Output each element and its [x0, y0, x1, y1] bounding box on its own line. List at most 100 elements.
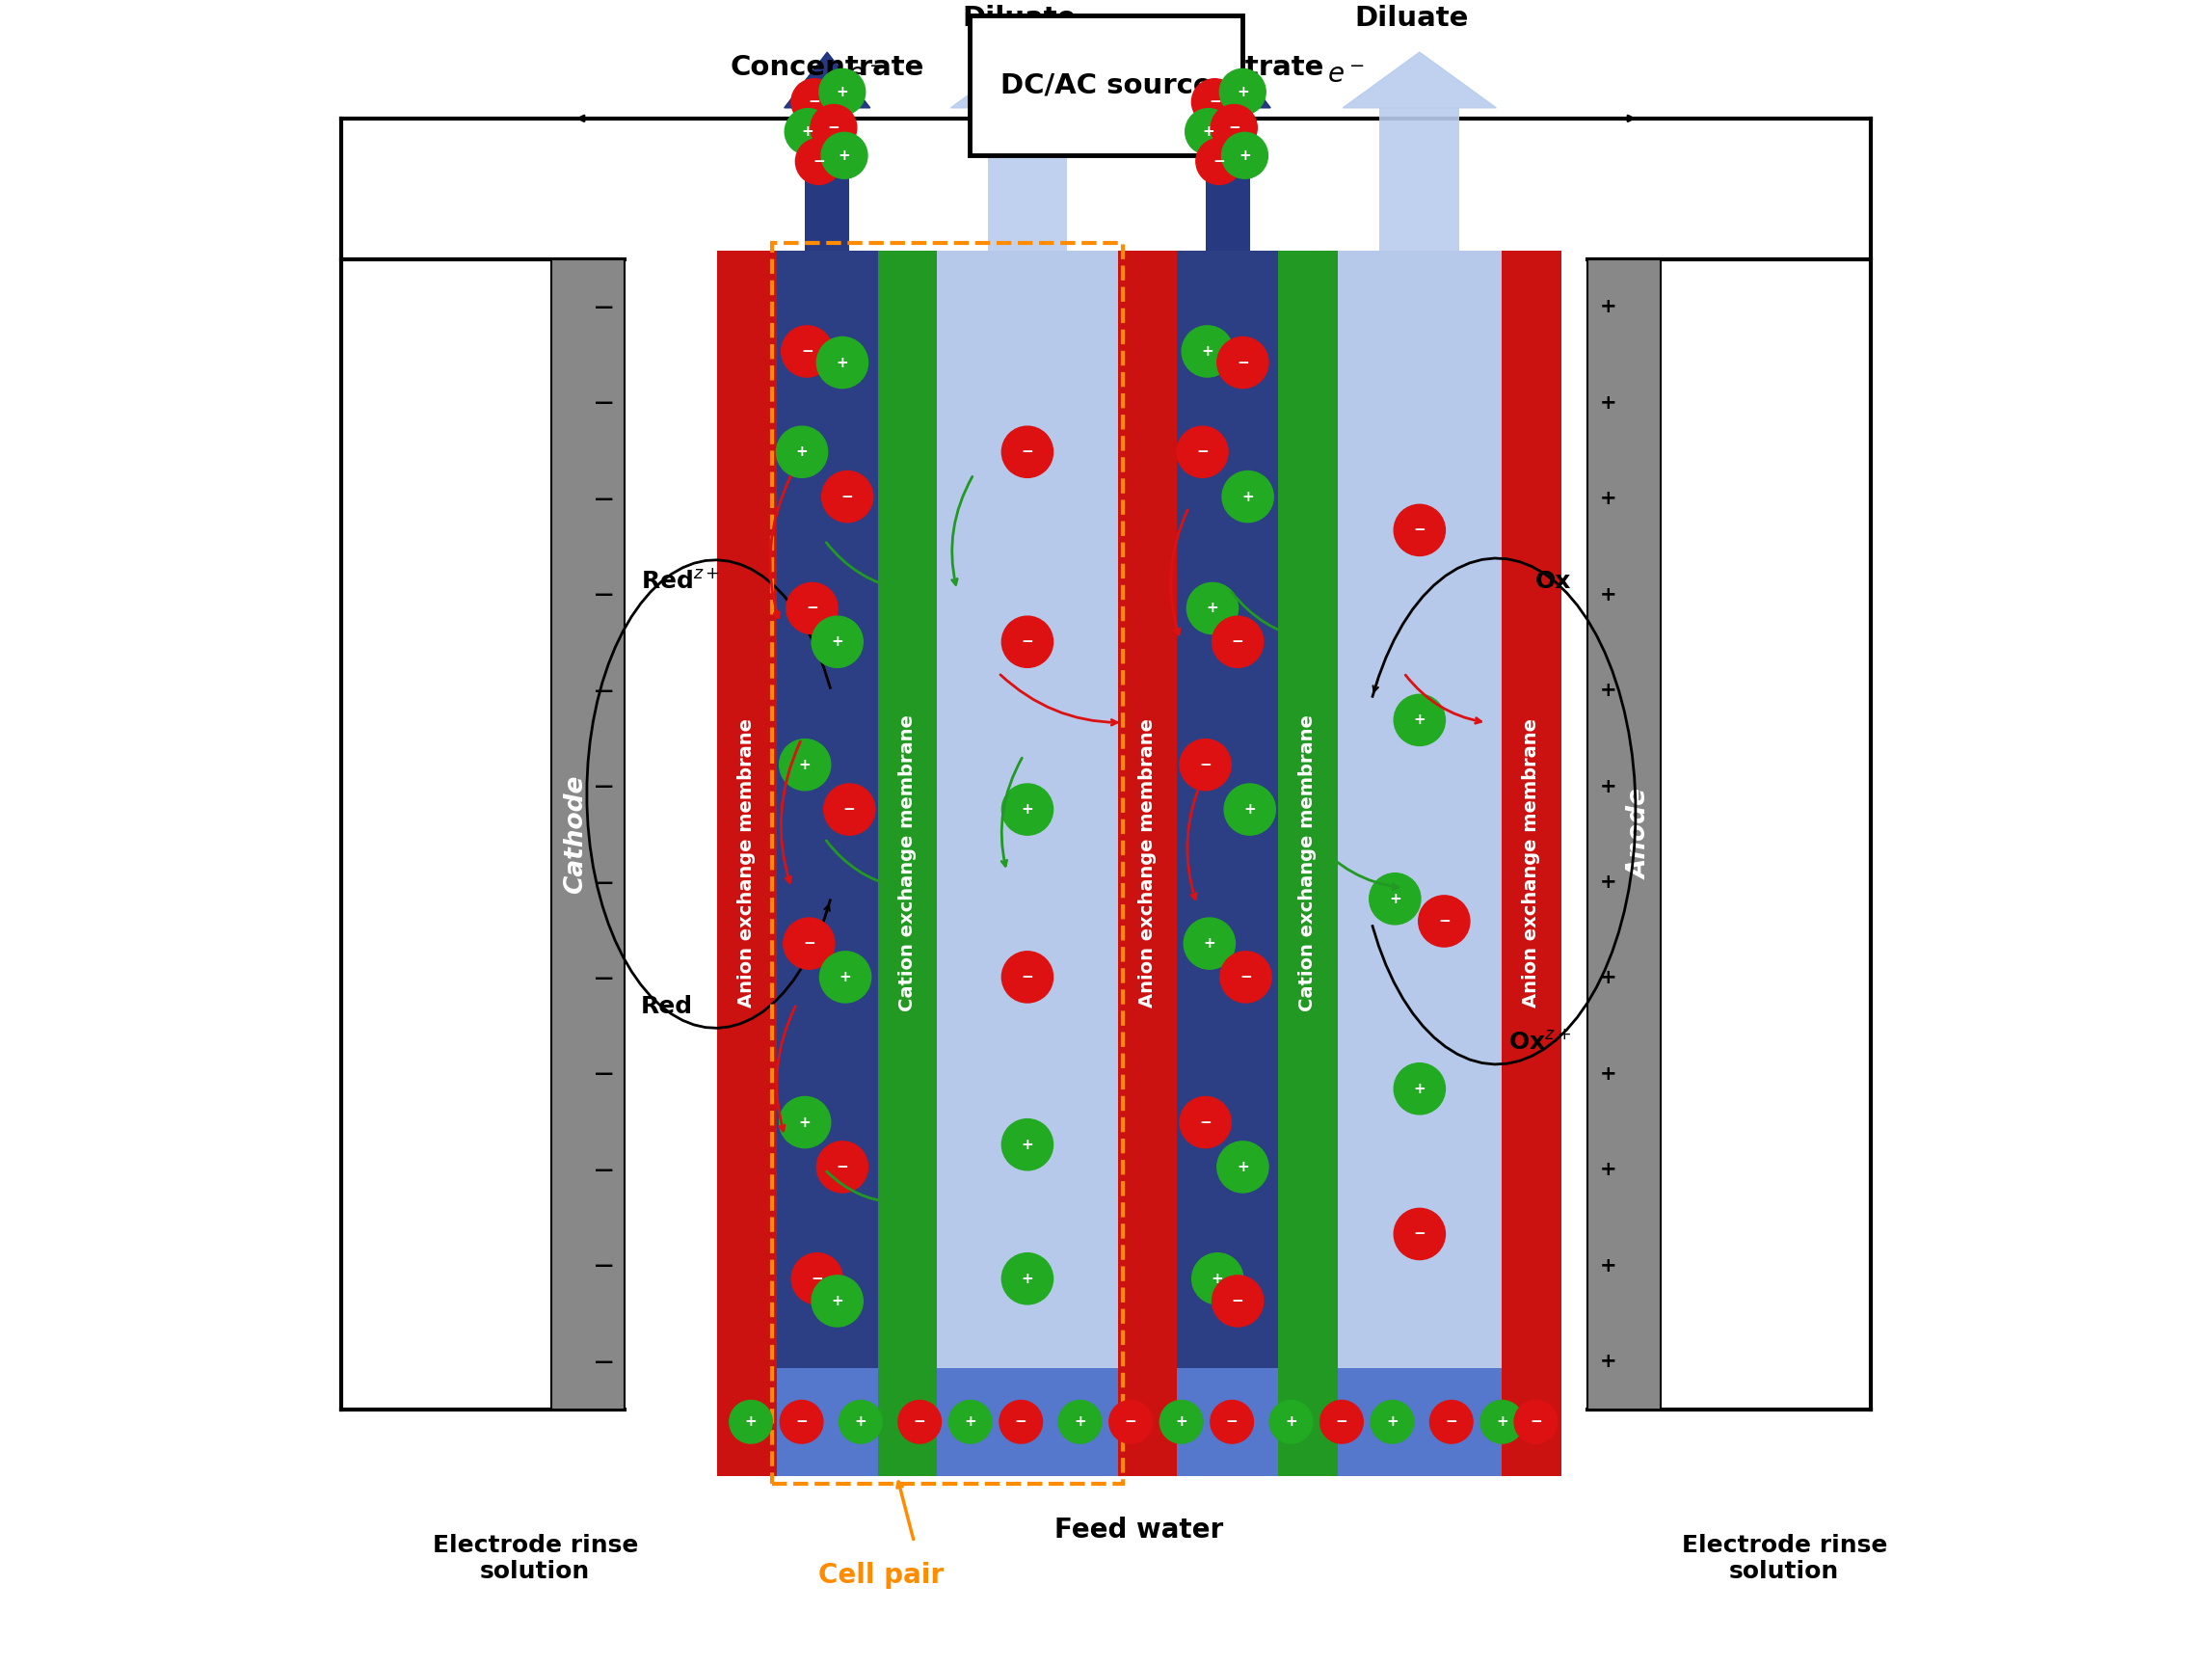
Text: +: +: [1599, 776, 1617, 796]
Text: +: +: [1237, 1160, 1250, 1175]
Text: +: +: [832, 1294, 843, 1308]
Text: −: −: [1232, 1294, 1243, 1308]
Bar: [1206, 108, 1250, 252]
Circle shape: [949, 1401, 991, 1443]
Text: −: −: [812, 1271, 823, 1286]
Circle shape: [781, 1401, 823, 1443]
Text: DC/AC source: DC/AC source: [1000, 72, 1212, 98]
Text: —: —: [595, 970, 613, 988]
Polygon shape: [1186, 52, 1270, 108]
Circle shape: [818, 68, 865, 115]
Text: +: +: [1389, 891, 1400, 906]
Text: Anion exchange membrane: Anion exchange membrane: [1139, 718, 1157, 1008]
Circle shape: [1179, 1096, 1232, 1148]
Circle shape: [812, 1276, 863, 1326]
Circle shape: [1002, 1120, 1053, 1170]
Text: −: −: [1336, 1414, 1347, 1429]
Circle shape: [1192, 1253, 1243, 1304]
Circle shape: [1210, 1401, 1254, 1443]
Text: −: −: [1208, 95, 1221, 108]
Text: +: +: [854, 1414, 867, 1429]
Text: +: +: [836, 85, 849, 100]
Circle shape: [776, 426, 827, 478]
Text: +: +: [832, 635, 843, 650]
Circle shape: [810, 105, 856, 152]
Text: −: −: [1237, 355, 1250, 370]
Text: +: +: [1175, 1414, 1188, 1429]
Circle shape: [1177, 426, 1228, 478]
Circle shape: [1394, 1063, 1444, 1115]
Text: +: +: [1239, 148, 1252, 163]
Text: +: +: [1022, 803, 1033, 816]
Text: −: −: [801, 345, 814, 358]
Text: +: +: [799, 758, 812, 771]
Circle shape: [1369, 873, 1420, 925]
Text: −: −: [1022, 970, 1033, 985]
Text: +: +: [964, 1414, 975, 1429]
Text: −: −: [805, 601, 818, 615]
Text: Concentrate: Concentrate: [730, 55, 925, 82]
Text: −: −: [1225, 1414, 1239, 1429]
Text: +: +: [1243, 803, 1256, 816]
Circle shape: [1394, 695, 1444, 746]
Text: +: +: [796, 445, 807, 460]
Text: +: +: [1203, 936, 1217, 951]
Text: −: −: [1228, 120, 1241, 135]
Text: —: —: [595, 585, 613, 603]
Text: Anode: Anode: [1628, 790, 1652, 880]
Text: −: −: [827, 120, 841, 135]
Circle shape: [1002, 426, 1053, 478]
Circle shape: [1223, 783, 1276, 835]
Text: Diluate: Diluate: [962, 5, 1077, 32]
Circle shape: [783, 918, 834, 970]
Text: —: —: [595, 1353, 613, 1371]
Bar: [938, 252, 1117, 1368]
Text: Diluate: Diluate: [1354, 5, 1469, 32]
Circle shape: [1002, 616, 1053, 668]
Bar: [551, 260, 624, 1409]
Text: —: —: [595, 776, 613, 795]
Text: −: −: [1212, 155, 1225, 168]
Circle shape: [1321, 1401, 1363, 1443]
Circle shape: [816, 337, 867, 388]
Text: −: −: [812, 155, 825, 168]
Circle shape: [898, 1401, 940, 1443]
Text: +: +: [1201, 125, 1214, 138]
Circle shape: [1217, 1141, 1267, 1193]
Bar: [805, 108, 849, 252]
Bar: [1117, 252, 1177, 1476]
Text: +: +: [1599, 968, 1617, 988]
Text: +: +: [1387, 1414, 1398, 1429]
Circle shape: [812, 616, 863, 668]
Text: +: +: [799, 1115, 812, 1130]
Circle shape: [1221, 951, 1272, 1003]
Circle shape: [1223, 471, 1274, 521]
Circle shape: [1212, 616, 1263, 668]
Text: Ox: Ox: [1535, 570, 1571, 593]
Circle shape: [1181, 327, 1232, 377]
FancyBboxPatch shape: [969, 15, 1243, 155]
Text: —: —: [595, 1065, 613, 1083]
Text: +: +: [838, 970, 852, 985]
Text: Red: Red: [641, 995, 692, 1018]
Circle shape: [1002, 951, 1053, 1003]
Text: —: —: [595, 490, 613, 508]
Text: −: −: [803, 936, 816, 951]
Text: +: +: [1599, 585, 1617, 605]
Text: −: −: [1197, 445, 1208, 460]
Circle shape: [821, 951, 872, 1003]
Bar: [1380, 108, 1460, 252]
Circle shape: [1186, 108, 1232, 155]
Text: −: −: [1413, 1226, 1427, 1241]
Circle shape: [816, 1141, 867, 1193]
Circle shape: [1515, 1401, 1557, 1443]
Text: −: −: [1199, 758, 1212, 771]
Bar: [1279, 252, 1338, 1476]
Circle shape: [821, 132, 867, 178]
Text: Electrode rinse
solution: Electrode rinse solution: [431, 1533, 637, 1583]
Text: —: —: [595, 681, 613, 700]
Text: −: −: [1438, 915, 1451, 928]
Bar: [772, 243, 1121, 1484]
Text: −: −: [1015, 1414, 1026, 1429]
Bar: [717, 252, 776, 1476]
